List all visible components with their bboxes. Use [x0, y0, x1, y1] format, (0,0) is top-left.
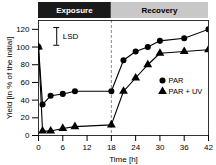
svg-text:Yield [in % of the initial]: Yield [in % of the initial]: [5, 37, 14, 119]
svg-text:PAR + UV: PAR + UV: [169, 87, 203, 96]
svg-text:0: 0: [25, 131, 30, 140]
svg-text:PAR: PAR: [169, 76, 184, 85]
svg-text:60: 60: [21, 78, 30, 87]
svg-text:36: 36: [180, 143, 189, 152]
svg-text:30: 30: [155, 143, 164, 152]
svg-text:42: 42: [204, 143, 213, 152]
svg-text:6: 6: [61, 143, 66, 152]
svg-text:Recovery: Recovery: [141, 6, 178, 15]
svg-text:12: 12: [83, 143, 92, 152]
svg-text:80: 80: [21, 60, 30, 69]
svg-text:40: 40: [21, 96, 30, 105]
svg-text:Time [h]: Time [h]: [109, 155, 138, 164]
svg-text:18: 18: [107, 143, 116, 152]
svg-text:100: 100: [16, 43, 30, 52]
svg-text:LSD: LSD: [63, 32, 79, 41]
svg-text:24: 24: [131, 143, 140, 152]
svg-text:120: 120: [16, 25, 30, 34]
svg-text:20: 20: [21, 113, 30, 122]
svg-text:0: 0: [36, 143, 41, 152]
svg-text:Exposure: Exposure: [56, 6, 93, 15]
